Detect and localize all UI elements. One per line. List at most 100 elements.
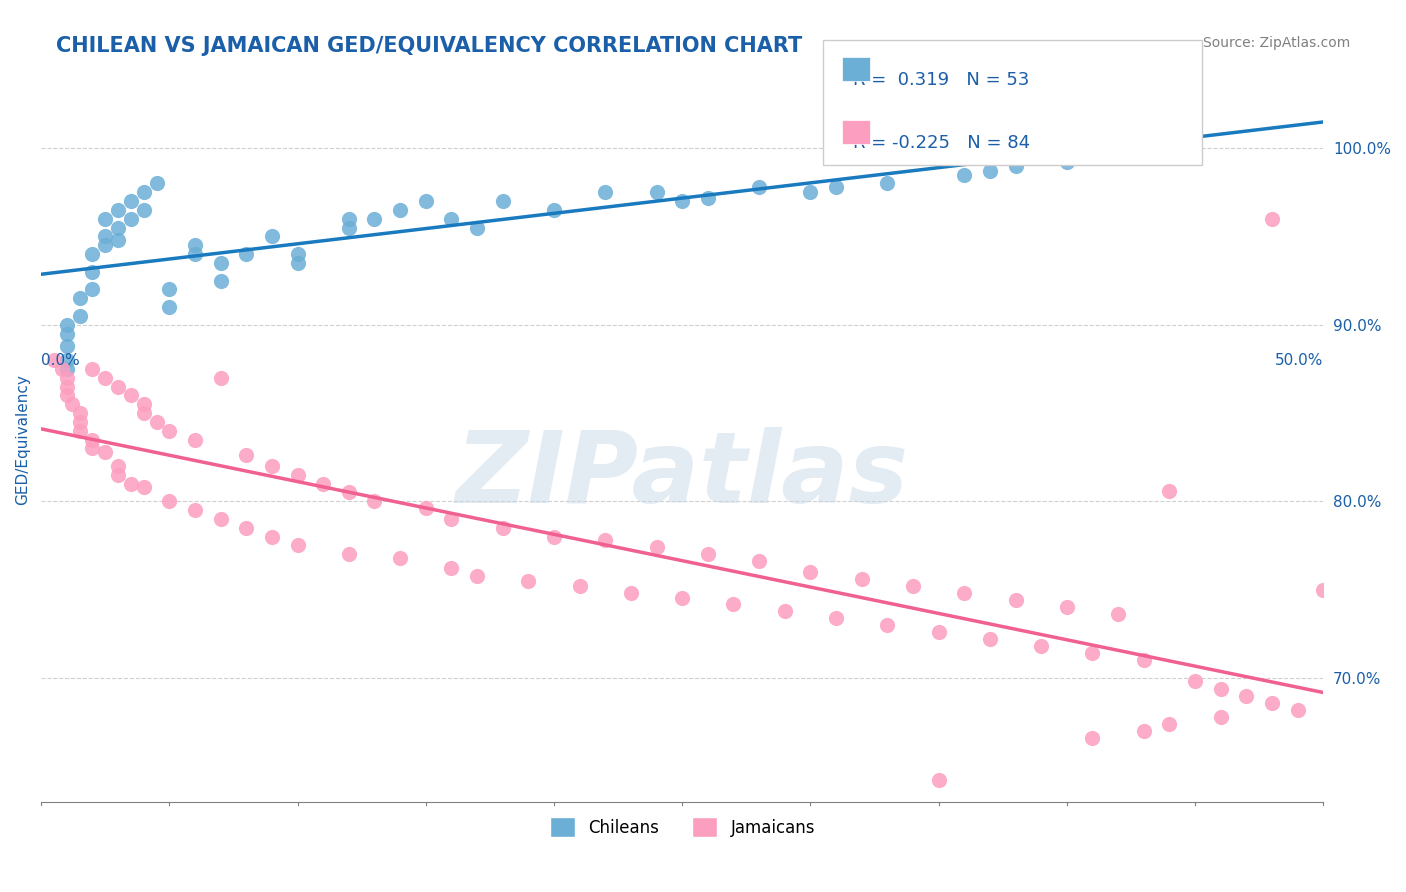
Point [132,480,155,494]
Point [132,406,155,420]
Point [235,521,257,535]
Point [748,180,770,194]
Point [1159,717,1181,731]
Point [440,512,463,526]
Point [1184,674,1206,689]
Point [209,274,232,288]
Point [928,773,950,788]
Point [979,164,1001,178]
Point [55,362,77,376]
Point [799,812,821,826]
Point [825,180,848,194]
Point [69,309,91,323]
Point [1312,582,1334,597]
Point [120,388,142,402]
Text: R = -0.225   N = 84: R = -0.225 N = 84 [853,134,1031,152]
Point [82,442,104,456]
Point [568,579,591,593]
Point [132,202,155,217]
Point [55,370,77,384]
Point [69,415,91,429]
Point [107,458,129,473]
Point [55,326,77,341]
Point [492,521,515,535]
Point [209,512,232,526]
Point [1209,710,1232,724]
Point [312,476,335,491]
Point [1107,607,1129,622]
Point [876,618,898,632]
Point [1234,689,1257,703]
Point [928,625,950,640]
Point [60,397,83,411]
Text: R =  0.319   N = 53: R = 0.319 N = 53 [853,71,1029,89]
Point [69,406,91,420]
Point [157,494,180,508]
Point [492,194,515,208]
Point [82,433,104,447]
Point [55,353,77,368]
Point [55,339,77,353]
Point [671,591,693,606]
Point [157,282,180,296]
Point [184,247,207,261]
Point [260,458,283,473]
Point [1081,646,1104,660]
Point [287,467,309,482]
Point [389,202,412,217]
Point [1261,211,1284,226]
Point [799,565,821,579]
Point [82,282,104,296]
Point [184,238,207,252]
Point [260,229,283,244]
Point [184,433,207,447]
Text: 50.0%: 50.0% [1275,352,1323,368]
Point [69,291,91,305]
Point [235,247,257,261]
Point [287,247,309,261]
Point [696,547,718,561]
Point [465,220,488,235]
Point [1081,731,1104,745]
Point [620,586,643,600]
Point [94,229,117,244]
Point [979,632,1001,646]
Point [42,353,65,368]
Point [748,554,770,568]
Point [1056,600,1078,615]
Point [287,256,309,270]
Point [107,467,129,482]
Text: CHILEAN VS JAMAICAN GED/EQUIVALENCY CORRELATION CHART: CHILEAN VS JAMAICAN GED/EQUIVALENCY CORR… [56,36,803,55]
Point [1132,723,1154,738]
Point [209,370,232,384]
Point [55,318,77,332]
Point [120,476,142,491]
Point [145,415,167,429]
Point [107,220,129,235]
Point [696,190,718,204]
Point [593,186,616,200]
Point [415,501,437,516]
Point [773,604,796,618]
Point [132,397,155,411]
Point [440,561,463,575]
Point [1004,159,1026,173]
Point [107,233,129,247]
Text: ZIPatlas: ZIPatlas [456,427,908,524]
Point [1159,483,1181,498]
Point [415,194,437,208]
Point [1209,681,1232,696]
Point [69,424,91,438]
Point [1132,653,1154,667]
Point [94,238,117,252]
Point [337,547,360,561]
Point [287,539,309,553]
Point [82,265,104,279]
Point [645,541,668,555]
Point [876,177,898,191]
Text: Source: ZipAtlas.com: Source: ZipAtlas.com [1202,36,1350,50]
Point [94,445,117,459]
Y-axis label: GED/Equivalency: GED/Equivalency [15,374,30,505]
Point [94,211,117,226]
Point [120,194,142,208]
